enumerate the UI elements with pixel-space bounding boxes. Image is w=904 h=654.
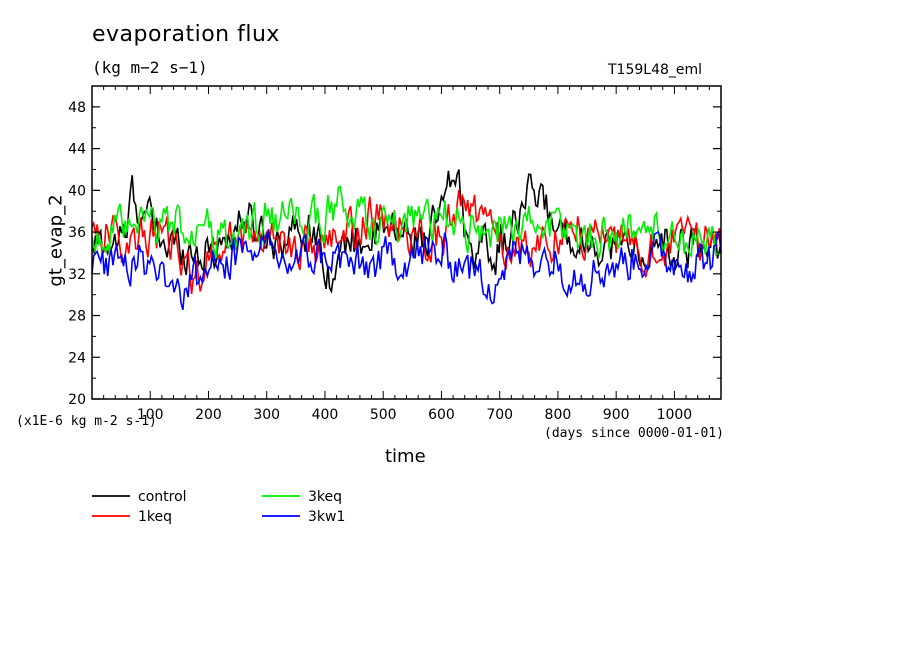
x-tick-label: 1000 [657, 407, 693, 423]
y-scale-label: (x1E-6 kg m-2 s-1) [16, 414, 157, 429]
series-line-3keq [91, 185, 722, 259]
y-tick-label: 24 [68, 350, 86, 366]
y-tick-label: 48 [68, 100, 86, 116]
x-tick-label: 600 [428, 407, 455, 423]
x-tick-label: 900 [603, 407, 630, 423]
x-tick-label: 500 [370, 407, 397, 423]
y-tick-label: 28 [68, 309, 86, 325]
x-tick-label: 300 [253, 407, 280, 423]
x-tick-label: 100 [137, 407, 164, 423]
legend-label-control: control [138, 489, 187, 505]
plot-frame [91, 85, 722, 400]
x-tick-label: 400 [312, 407, 339, 423]
legend-label-3keq: 3keq [308, 489, 342, 505]
series-line-1keq [91, 189, 722, 294]
x-tick-label: 200 [195, 407, 222, 423]
x-axis-label: time [385, 446, 426, 467]
model-label: T159L48_eml [608, 62, 703, 78]
chart-title: evaporation flux [92, 22, 280, 47]
y-tick-label: 32 [68, 267, 86, 283]
y-tick-label: 40 [68, 183, 86, 199]
x-tick-label: 800 [545, 407, 572, 423]
y-tick-label: 44 [68, 142, 86, 158]
x-units-label: (days since 0000-01-01) [544, 426, 725, 441]
legend-label-3kw1: 3kw1 [308, 509, 345, 525]
series-line-3kw1 [91, 229, 722, 311]
chart-units: (kg m−2 s−1) [92, 58, 208, 77]
y-tick-label: 36 [68, 225, 86, 241]
y-tick-label: 20 [68, 392, 86, 408]
x-tick-label: 700 [486, 407, 513, 423]
legend-label-1keq: 1keq [138, 509, 172, 525]
